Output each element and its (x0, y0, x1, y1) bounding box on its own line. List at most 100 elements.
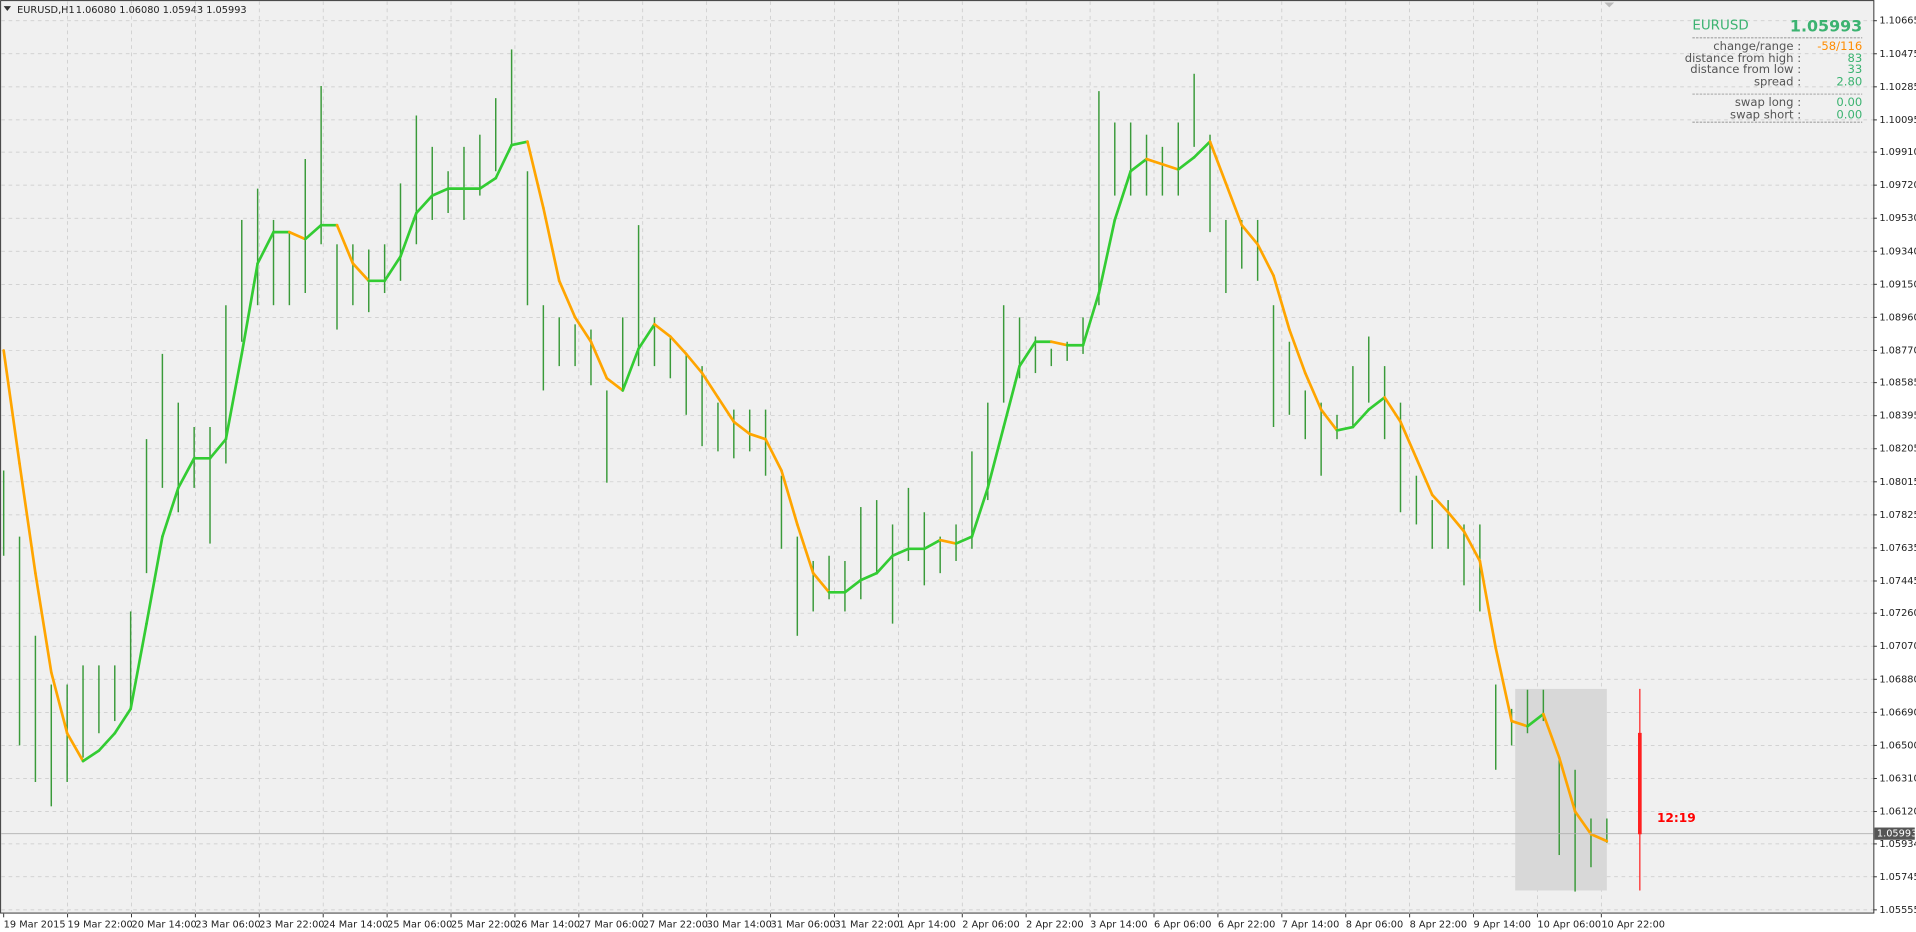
x-tick-label: 2 Apr 22:00 (1026, 920, 1083, 931)
ma-segment (1208, 140, 1228, 185)
ma-segment (208, 437, 228, 460)
ma-segment (1319, 408, 1339, 432)
ma-segment (1272, 274, 1291, 331)
ma-segment (1526, 712, 1545, 728)
ma-segment (1081, 291, 1101, 347)
ma-segment (1161, 162, 1180, 171)
menu-triangle[interactable] (3, 6, 11, 11)
x-tick-label: 27 Mar 22:00 (643, 920, 708, 931)
ma-segment (1097, 218, 1117, 295)
y-tick-label: 1.07825 (1879, 510, 1916, 521)
ma-segment (1192, 140, 1212, 159)
ma-segment (637, 322, 656, 351)
y-tick-label: 1.09910 (1879, 147, 1916, 158)
ma-segment (1573, 810, 1593, 836)
ma-segment (2, 349, 21, 465)
ma-segment (113, 707, 132, 735)
ma-segment (859, 571, 879, 582)
y-tick-label: 1.05934 (1879, 839, 1916, 850)
ma-segment (65, 731, 85, 763)
y-tick-label: 1.07635 (1879, 543, 1916, 554)
ma-segment (34, 571, 53, 674)
ma-segment (1113, 169, 1133, 222)
ma-segment (557, 279, 577, 319)
ma-segment (621, 347, 640, 392)
ma-segment (653, 322, 672, 338)
x-tick-label: 31 Mar 06:00 (771, 920, 836, 931)
ma-segment (145, 535, 164, 625)
ma-segment (922, 538, 942, 551)
y-tick-label: 1.07070 (1879, 641, 1916, 652)
panel-symbol: EURUSD (1692, 19, 1748, 34)
y-tick-label: 1.06120 (1879, 807, 1916, 818)
y-tick-label: 1.06880 (1879, 674, 1916, 685)
ma-segment (700, 371, 720, 399)
y-tick-label: 1.07260 (1879, 608, 1916, 619)
y-tick-label: 1.08585 (1879, 378, 1916, 389)
ma-segment (81, 749, 101, 763)
ma-segment (1399, 420, 1418, 460)
ma-segment (478, 176, 498, 190)
ma-segment (224, 352, 244, 441)
ma-segment (1240, 223, 1259, 246)
ma-segment (716, 396, 736, 424)
ma-segment (1478, 559, 1498, 650)
ma-segment (1288, 328, 1307, 375)
x-tick-label: 8 Apr 22:00 (1410, 920, 1467, 931)
ma-segment (668, 335, 688, 356)
ma-segment (1049, 340, 1069, 347)
x-tick-label: 1 Apr 14:00 (898, 920, 955, 931)
ma-segment (1542, 712, 1561, 759)
ma-segment (811, 571, 831, 594)
ma-segment (1351, 408, 1371, 429)
ma-segment (780, 469, 799, 526)
ma-segment (415, 194, 434, 215)
ma-segment (351, 262, 371, 283)
x-tick-label: 10 Apr 22:00 (1601, 920, 1665, 931)
ma-segment (383, 255, 402, 283)
x-tick-label: 9 Apr 14:00 (1474, 920, 1531, 931)
panel-label: swap short : (1730, 107, 1801, 121)
ma-segment (938, 538, 958, 545)
current-price-label: 1.05993 (1877, 829, 1916, 840)
ma-segment (1367, 396, 1386, 411)
ma-segment (1415, 456, 1434, 497)
ma-segment (1002, 364, 1021, 429)
ma-segment (1589, 832, 1609, 843)
symbol-label: EURUSD,H1 (17, 5, 75, 16)
ma-segment (335, 223, 355, 265)
ma-segment (954, 535, 974, 545)
x-tick-label: 25 Mar 22:00 (451, 920, 516, 931)
y-tick-label: 1.06500 (1879, 740, 1916, 751)
x-tick-label: 27 Mar 06:00 (579, 920, 644, 931)
ma-segment (1383, 396, 1402, 424)
x-tick-label: 25 Mar 06:00 (387, 920, 452, 931)
panel-label: distance from high : (1685, 51, 1801, 65)
x-tick-label: 30 Mar 14:00 (707, 920, 772, 931)
ma-segment (1256, 242, 1275, 277)
y-tick-label: 1.05555 (1879, 905, 1916, 916)
y-tick-label: 1.09530 (1879, 213, 1916, 224)
x-tick-label: 19 Mar 2015 (4, 920, 66, 931)
ma-segment (732, 420, 752, 436)
panel-value: 0.00 (1836, 107, 1862, 121)
x-tick-label: 23 Mar 06:00 (195, 920, 260, 931)
header-prices: 1.06080 1.06080 1.05943 1.05993 (76, 5, 247, 16)
ma-segment (526, 140, 545, 210)
day-range-box (1515, 688, 1607, 891)
x-tick-label: 3 Apr 14:00 (1090, 920, 1147, 931)
y-tick-label: 1.07445 (1879, 576, 1916, 587)
ma-segment (1494, 646, 1513, 723)
ma-segment (1176, 155, 1196, 171)
y-tick-label: 1.09340 (1879, 246, 1916, 257)
ma-segment (494, 143, 513, 180)
ma-segment (256, 230, 275, 265)
x-tick-label: 20 Mar 14:00 (131, 920, 196, 931)
y-tick-label: 1.08960 (1879, 312, 1916, 323)
y-tick-label: 1.08770 (1879, 345, 1916, 356)
ma-segment (764, 437, 783, 472)
panel-label: change/range : (1713, 39, 1801, 53)
panel-value: 2.80 (1836, 74, 1862, 88)
x-tick-label: 23 Mar 22:00 (259, 920, 324, 931)
x-tick-label: 31 Mar 22:00 (834, 920, 899, 931)
